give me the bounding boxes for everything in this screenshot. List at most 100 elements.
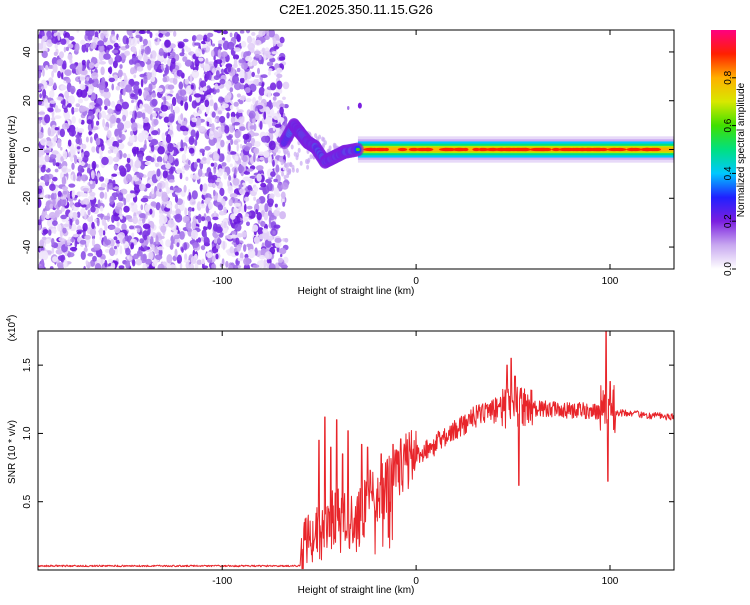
noise-speckle	[135, 34, 141, 39]
noise-speckle	[60, 172, 63, 180]
noise-speckle	[158, 48, 164, 57]
noise-speckle	[133, 74, 137, 79]
noise-speckle	[255, 165, 264, 171]
noise-speckle	[91, 72, 99, 80]
signal-peak	[582, 147, 594, 152]
noise-speckle	[144, 161, 151, 166]
noise-speckle	[253, 79, 259, 85]
noise-speckle	[184, 207, 188, 217]
noise-speckle	[101, 156, 109, 166]
noise-speckle	[136, 172, 144, 179]
noise-speckle	[180, 100, 184, 106]
noise-speckle	[100, 32, 105, 40]
noise-speckle	[60, 206, 65, 212]
noise-speckle	[315, 136, 319, 142]
noise-speckle	[108, 258, 113, 263]
noise-speckle	[201, 258, 205, 265]
noise-speckle	[191, 207, 195, 212]
noise-speckle	[196, 130, 200, 139]
noise-speckle	[272, 37, 277, 47]
noise-speckle	[42, 88, 47, 99]
noise-speckle	[230, 111, 236, 118]
noise-speckle	[54, 209, 63, 215]
noise-speckle	[182, 56, 188, 62]
noise-speckle	[91, 170, 95, 180]
noise-speckle	[204, 193, 212, 200]
noise-speckle	[283, 174, 287, 180]
noise-speckle	[130, 93, 136, 98]
noise-speckle	[151, 69, 157, 78]
noise-speckle	[173, 234, 181, 240]
noise-speckle	[213, 102, 218, 111]
noise-speckle	[185, 47, 192, 53]
noise-speckle	[91, 238, 96, 247]
colorbar-tick-label: 0.6	[723, 118, 734, 132]
noise-speckle	[155, 202, 161, 211]
noise-speckle	[236, 93, 241, 98]
noise-speckle	[85, 86, 89, 92]
noise-speckle	[227, 41, 235, 50]
noise-speckle	[227, 64, 232, 73]
noise-speckle	[284, 238, 289, 243]
noise-speckle	[177, 41, 185, 49]
noise-speckle	[160, 104, 168, 112]
noise-speckle	[211, 123, 215, 131]
noise-speckle	[51, 117, 56, 121]
noise-speckle	[69, 246, 78, 252]
noise-speckle	[307, 157, 311, 163]
noise-speckle	[71, 189, 76, 199]
noise-speckle	[188, 191, 192, 201]
noise-speckle	[160, 225, 167, 233]
noise-speckle	[123, 205, 130, 213]
noise-speckle	[130, 190, 135, 194]
noise-speckle	[99, 155, 103, 160]
noise-speckle	[69, 85, 76, 94]
colorbar-tick-label: 0.2	[723, 214, 734, 228]
noise-speckle	[234, 129, 241, 139]
noise-speckle	[244, 87, 251, 94]
noise-speckle	[78, 157, 83, 163]
noise-speckle	[68, 183, 76, 188]
noise-speckle	[95, 164, 99, 168]
noise-speckle	[130, 242, 134, 250]
noise-speckle	[63, 107, 68, 113]
noise-speckle	[184, 101, 189, 111]
noise-speckle	[119, 64, 123, 69]
noise-speckle	[54, 127, 59, 131]
noise-speckle	[167, 142, 174, 153]
noise-speckle	[229, 193, 238, 199]
noise-speckle	[157, 38, 160, 45]
noise-speckle	[254, 141, 261, 147]
noise-speckle	[151, 98, 158, 107]
noise-speckle	[127, 153, 131, 159]
noise-speckle	[111, 49, 119, 54]
noise-speckle	[229, 32, 233, 38]
noise-speckle	[169, 129, 173, 136]
noise-speckle	[174, 213, 183, 223]
noise-speckle	[188, 136, 195, 145]
noise-speckle	[259, 255, 266, 260]
noise-speckle	[133, 174, 136, 179]
noise-speckle	[47, 107, 54, 113]
noise-speckle	[306, 164, 310, 170]
noise-speckle	[203, 63, 210, 73]
noise-speckle	[236, 142, 239, 152]
noise-speckle	[115, 103, 122, 112]
noise-speckle	[100, 183, 107, 188]
noise-speckle	[48, 211, 57, 219]
noise-speckle	[119, 245, 123, 255]
noise-speckle	[131, 202, 135, 206]
noise-speckle	[165, 162, 172, 170]
noise-speckle	[229, 104, 234, 110]
noise-speckle	[225, 260, 229, 268]
noise-speckle	[272, 112, 279, 121]
noise-speckle	[138, 88, 142, 96]
noise-speckle	[38, 188, 43, 194]
x-tick-label: -100	[212, 276, 232, 287]
noise-speckle	[188, 210, 191, 219]
noise-speckle	[201, 49, 205, 55]
noise-speckle	[99, 176, 105, 182]
noise-speckle	[51, 36, 58, 44]
